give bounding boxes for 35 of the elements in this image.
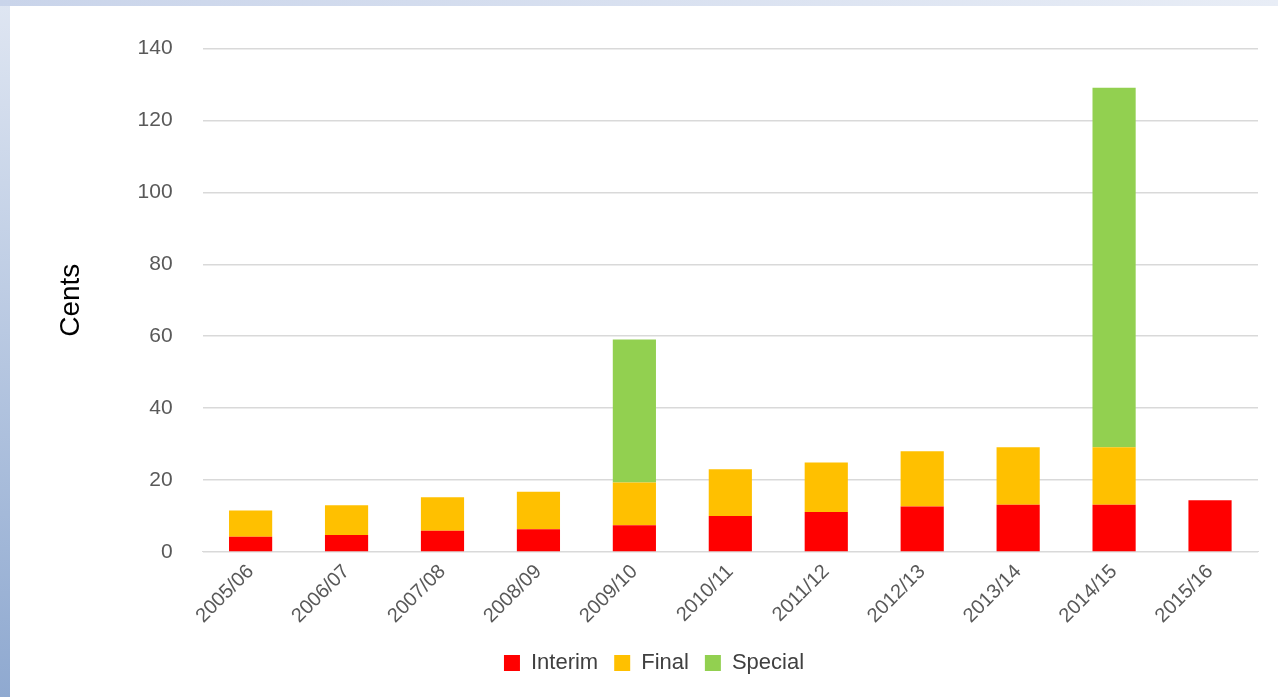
bar (804, 462, 848, 512)
bar (516, 529, 561, 552)
bar (324, 535, 369, 552)
y-tick-label: 80 (149, 251, 173, 275)
bar (1092, 87, 1136, 448)
bar (229, 536, 273, 552)
legend-label: Final (641, 649, 689, 675)
y-tick-label: 20 (149, 466, 173, 490)
y-tick-label: 100 (137, 179, 173, 203)
legend-label: Interim (530, 649, 599, 675)
bar (612, 525, 656, 552)
bar (612, 339, 656, 483)
bar (420, 497, 465, 531)
bar (708, 469, 752, 516)
legend-label: Special (731, 649, 805, 675)
bar (324, 505, 369, 536)
bar (1092, 447, 1136, 505)
bar (996, 504, 1040, 552)
bar (229, 510, 273, 537)
bar (996, 447, 1040, 505)
y-axis-title: Cents (53, 263, 85, 337)
bar (612, 482, 656, 526)
y-tick-label: 0 (160, 538, 173, 562)
bar (1092, 504, 1136, 552)
y-tick-label: 120 (137, 107, 173, 131)
bar (420, 530, 465, 552)
y-tick-label: 40 (149, 394, 173, 418)
y-tick-label: 140 (137, 35, 173, 59)
bar (708, 515, 752, 552)
bar (516, 491, 561, 530)
bar (900, 451, 944, 507)
bar (804, 512, 848, 552)
bar (1188, 500, 1232, 552)
bar (900, 506, 944, 552)
y-tick-label: 60 (149, 323, 173, 346)
